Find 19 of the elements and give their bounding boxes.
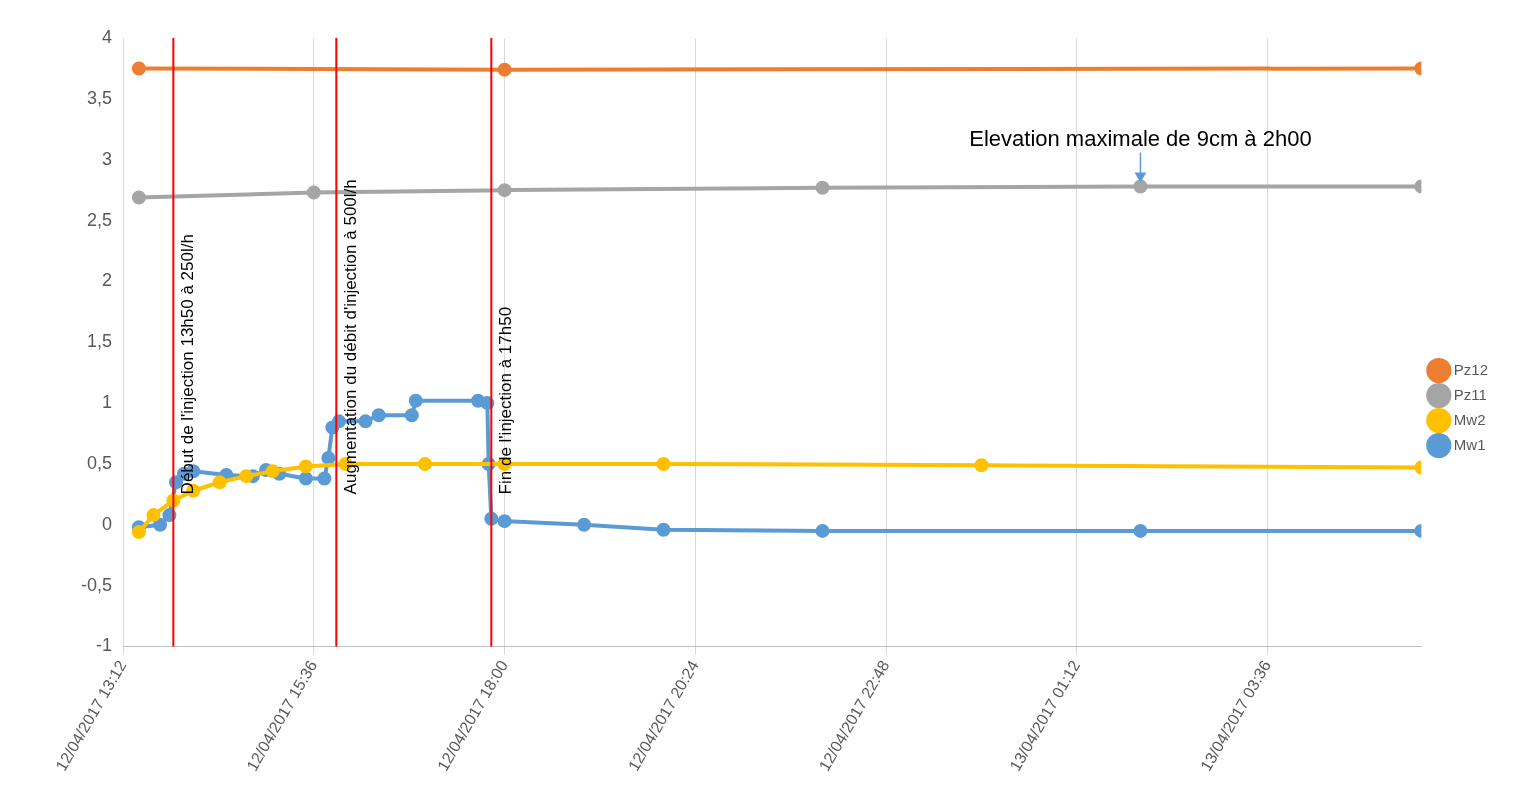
y-tick-label: 1,5: [86, 331, 113, 352]
y-tick-label: 3,5: [86, 87, 113, 108]
ref-line-label: Fin de l'injection à 17h50: [496, 306, 516, 495]
legend-label: Mw1: [1453, 435, 1486, 453]
ref-line-label: Début de l'injection 13h50 à 250l/h: [178, 234, 198, 495]
y-tick-label: -0,5: [80, 574, 113, 595]
y-tick-label: 2,5: [86, 209, 113, 230]
annotation: Elevation maximale de 9cm à 2h00: [969, 126, 1312, 152]
y-tick-label: 3: [102, 148, 113, 169]
y-tick-label: 0: [102, 513, 113, 534]
legend-label: Pz12: [1453, 360, 1489, 378]
y-tick-label: -1: [96, 635, 113, 656]
y-tick-label: 0,5: [86, 452, 113, 473]
y-tick-label: 4: [102, 26, 113, 47]
legend-label: Pz11: [1453, 385, 1487, 403]
y-tick-label: 2: [102, 270, 113, 291]
y-tick-label: 1: [102, 392, 113, 413]
legend-label: Mw2: [1453, 410, 1486, 428]
ref-line-label: Augmentation du débit d'injection à 500l/h: [341, 179, 361, 495]
